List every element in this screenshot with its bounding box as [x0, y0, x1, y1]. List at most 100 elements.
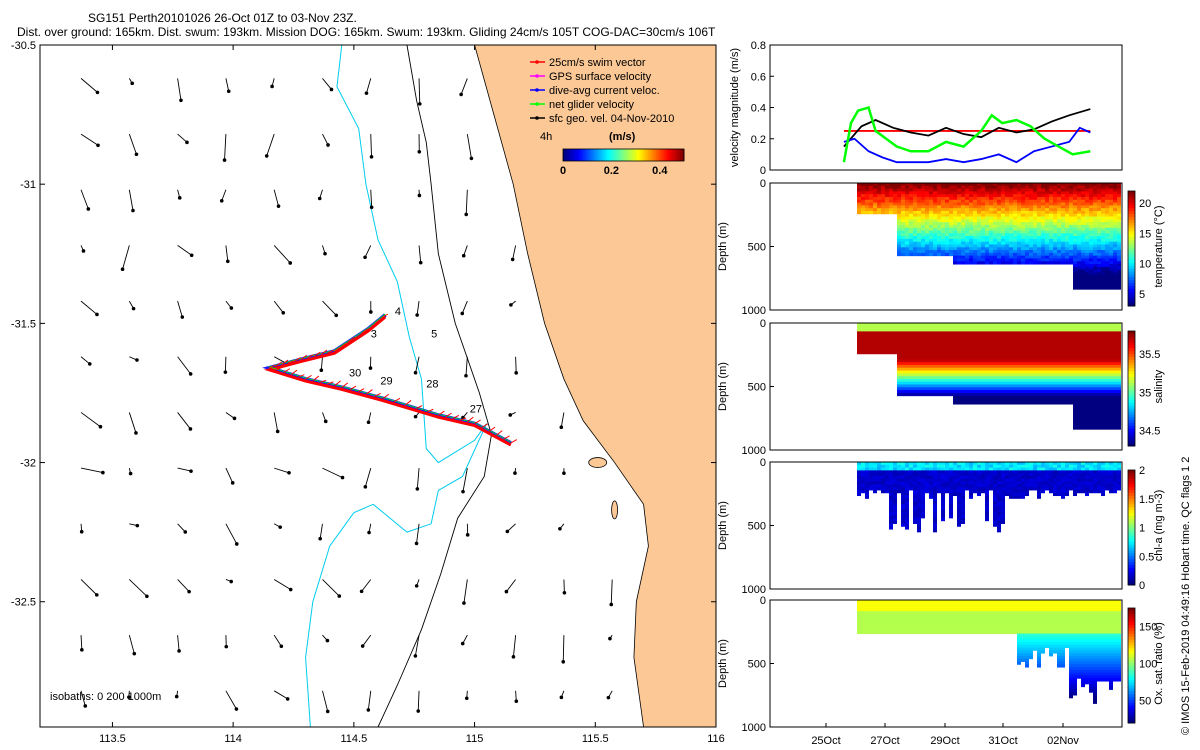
profile-cell [1061, 462, 1065, 466]
profile-cell [1017, 331, 1021, 335]
profile-cell [1045, 241, 1049, 245]
profile-cell [1033, 258, 1037, 262]
profile-cell [1093, 224, 1097, 229]
profile-cell [905, 517, 909, 522]
profile-cell [889, 512, 893, 516]
profile-cell [953, 261, 957, 265]
profile-cell [949, 205, 953, 209]
profile-cell [993, 462, 997, 466]
profile-cell [1089, 356, 1093, 360]
profile-cell [1073, 241, 1077, 245]
profile-cell [857, 328, 861, 332]
profile-cell [949, 353, 953, 358]
profile-cell [905, 509, 909, 513]
profile-cell [1061, 378, 1065, 383]
profile-cell [1073, 481, 1077, 485]
colorbar-cell [611, 149, 614, 161]
profile-cell [1101, 336, 1105, 341]
profile-cell [949, 473, 953, 477]
profile-cell [937, 250, 941, 254]
geostrophic-arrowhead [366, 708, 371, 712]
profile-cell [901, 492, 905, 497]
profile-cell [945, 350, 949, 355]
profile-cell [1069, 202, 1073, 206]
profile-cell [945, 213, 949, 218]
profile-cell [873, 196, 877, 201]
profile-cell [1049, 323, 1053, 327]
colorbar-cell [629, 149, 633, 161]
profile-cell [981, 359, 985, 363]
profile-cell [993, 210, 997, 215]
profile-cell [905, 390, 909, 394]
profile-cell [1073, 484, 1077, 488]
profile-cell [1005, 261, 1009, 265]
profile-cell [1029, 323, 1033, 327]
profile-cell [981, 196, 985, 201]
profile-cell [953, 378, 957, 383]
profile-cell [993, 481, 997, 485]
profile-cell [1077, 406, 1081, 411]
profile-cell [985, 205, 989, 209]
profile-cell [961, 512, 965, 516]
profile-cell [1085, 426, 1089, 430]
profile-cell [1041, 481, 1045, 485]
profile-cell [1041, 462, 1045, 466]
profile-cell [925, 345, 929, 349]
profile-cell [1029, 219, 1033, 223]
profile-cell [893, 345, 897, 349]
profile-cell [1017, 473, 1021, 477]
colorbar-tick-label: 35 [1139, 387, 1151, 399]
profile-cell [937, 478, 941, 483]
profile-cell [1117, 390, 1121, 394]
geostrophic-arrowhead [131, 208, 135, 213]
profile-cell [989, 390, 993, 394]
track-day-label: 5 [431, 328, 437, 340]
profile-cell [1085, 336, 1089, 341]
colorbar-cell [1128, 423, 1135, 427]
profile-cell [1025, 376, 1029, 380]
colorbar-cell [641, 149, 645, 161]
profile-cell [997, 387, 1001, 391]
profile-cell [897, 241, 901, 245]
velocity-series-net-glider [842, 105, 1091, 163]
profile-cell [985, 323, 989, 327]
profile-cell [897, 370, 901, 374]
profile-cell [1053, 202, 1057, 206]
profile-cell [901, 241, 905, 245]
profile-cell [873, 342, 877, 346]
profile-cell [1041, 196, 1045, 201]
profile-cell [1069, 464, 1073, 469]
profile-cell [1073, 367, 1077, 371]
profile-cell [957, 395, 961, 399]
profile-cell [897, 464, 901, 469]
profile-cell [929, 230, 933, 234]
profile-cell [1049, 202, 1053, 206]
profile-cell [1077, 331, 1081, 335]
profile-cell [1097, 426, 1101, 430]
colorbar-cell [1128, 288, 1135, 293]
profile-cell [1001, 183, 1005, 187]
profile-cell [1045, 350, 1049, 355]
profile-cell [1029, 362, 1033, 366]
profile-cell [961, 216, 965, 220]
profile-cell [953, 213, 957, 218]
profile-cell [1109, 250, 1113, 254]
geostrophic-arrow [273, 412, 279, 432]
profile-cell [957, 390, 961, 394]
profile-cell [1021, 334, 1025, 338]
profile-cell [873, 478, 877, 483]
profile-cell [1045, 339, 1049, 344]
profile-cell [1117, 401, 1121, 405]
profile-cell [1025, 475, 1029, 480]
profile-cell [993, 489, 997, 494]
profile-cell [1069, 487, 1073, 491]
profile-cell [957, 464, 961, 469]
profile-cell [897, 213, 901, 218]
profile-cell [1005, 328, 1009, 332]
profile-cell [1001, 398, 1005, 402]
geostrophic-arrowhead [461, 253, 466, 258]
profile-cell [925, 334, 929, 338]
colorbar-cell [1128, 268, 1135, 272]
profile-cell [905, 473, 909, 477]
